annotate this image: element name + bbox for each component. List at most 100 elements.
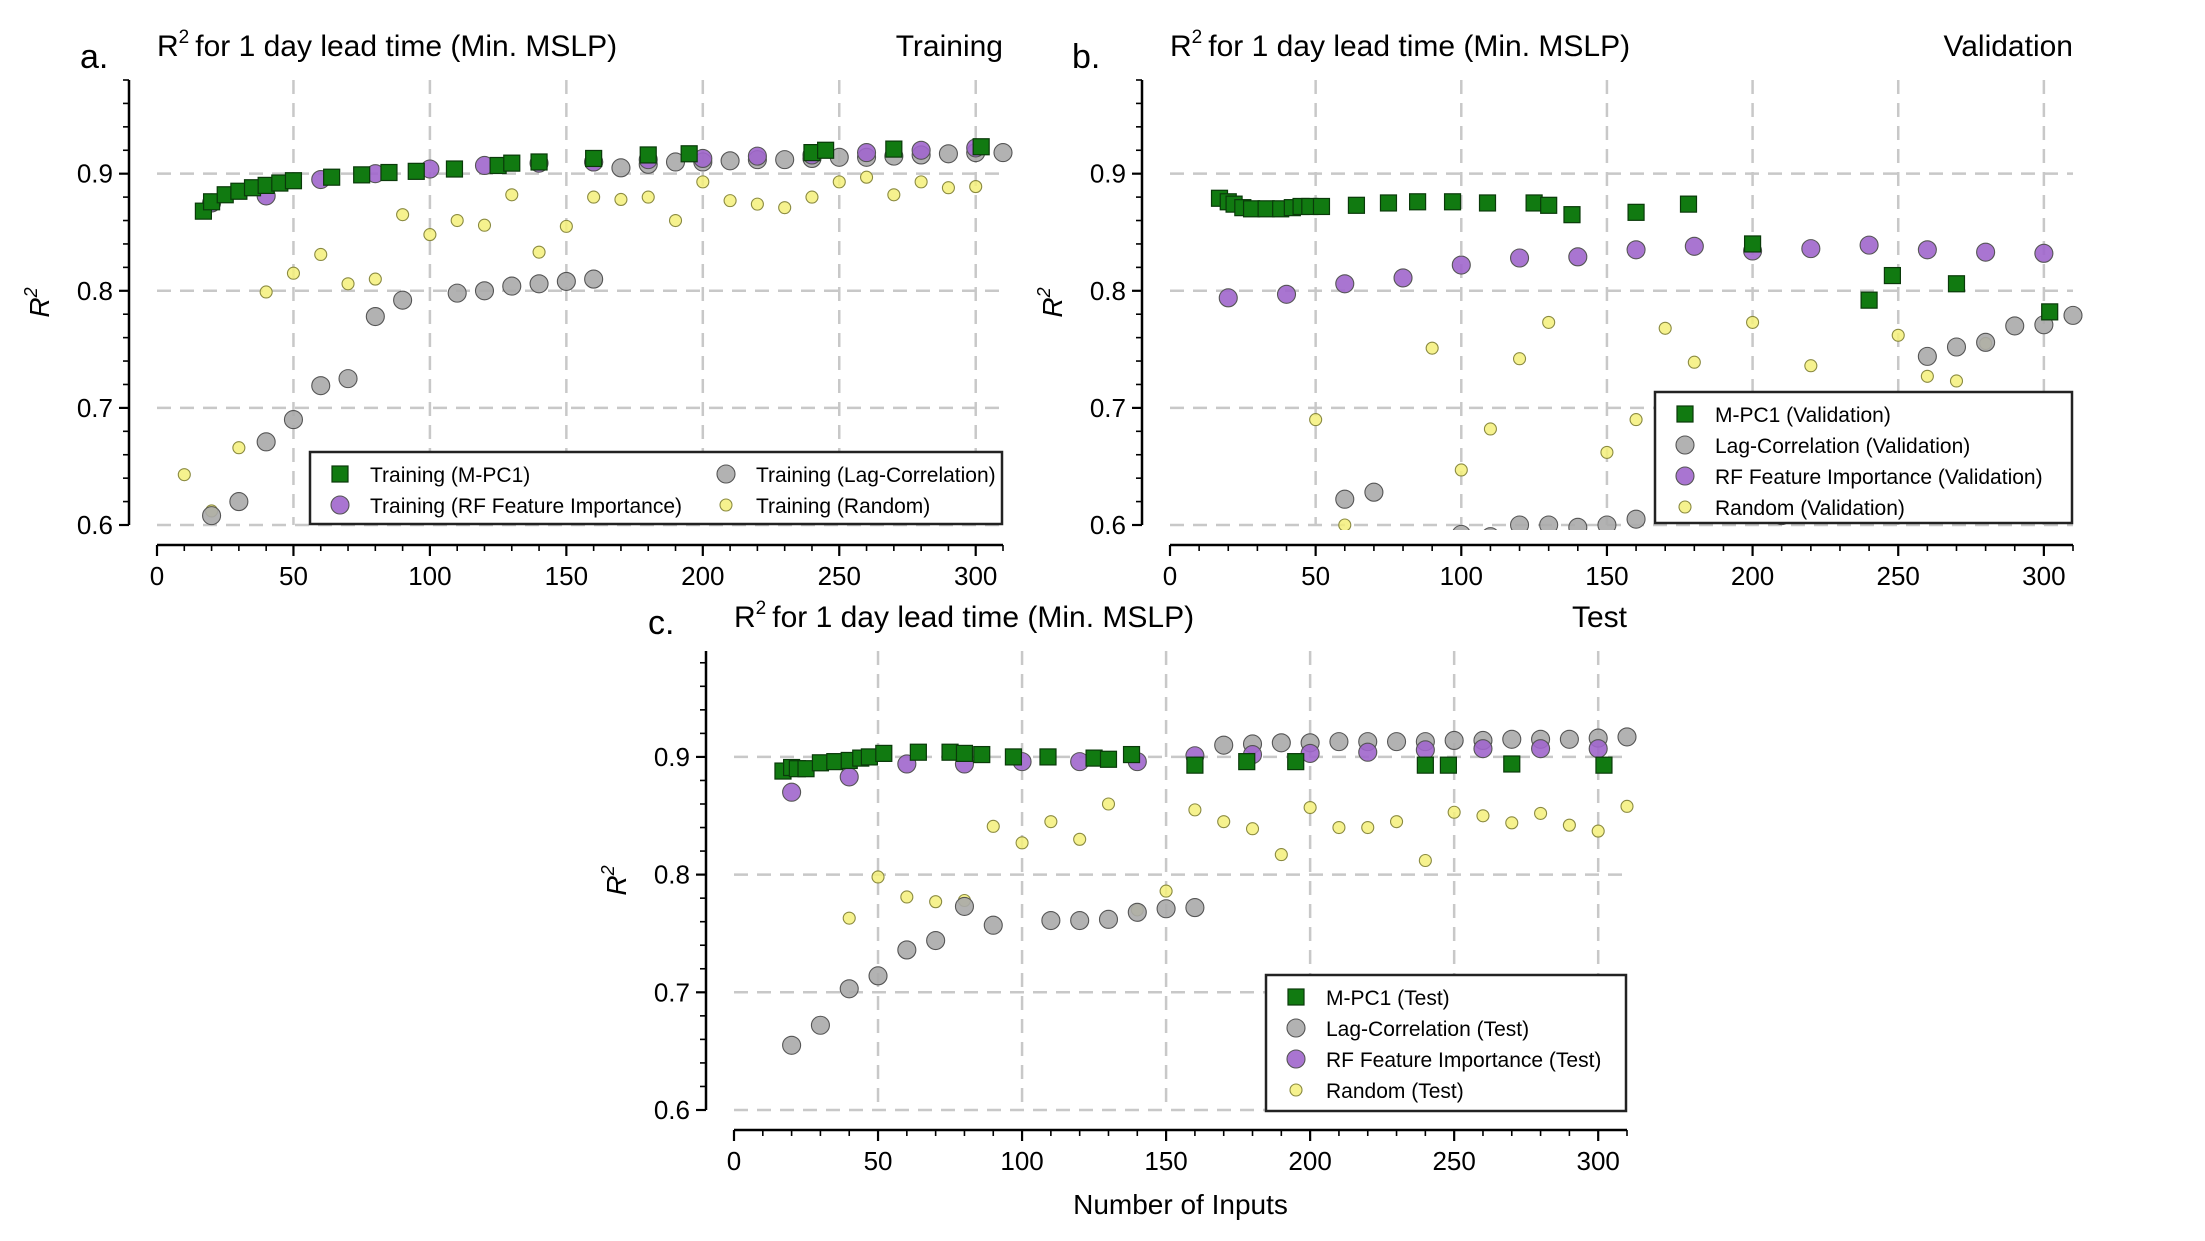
point-mpc1	[503, 154, 521, 172]
panel-letter: a.	[80, 38, 108, 76]
x-tick-label: 200	[681, 561, 724, 591]
point-mpc1	[1860, 291, 1878, 309]
point-lag	[1070, 910, 1090, 931]
point-lag	[338, 369, 358, 389]
point-random	[1562, 818, 1576, 832]
point-rf	[747, 146, 767, 166]
legend-item-rf: RF Feature Importance (Validation)	[1675, 466, 2043, 489]
point-random	[341, 277, 355, 291]
point-random	[859, 170, 874, 184]
point-random	[1073, 832, 1087, 846]
point-rf	[1473, 739, 1493, 759]
legend-item-random: Random (Test)	[1289, 1080, 1464, 1103]
legend-label: M-PC1 (Validation)	[1715, 404, 1891, 427]
legend-item-random: Random (Validation)	[1678, 497, 1905, 520]
legend-label: Training (M-PC1)	[370, 464, 530, 487]
point-random	[450, 213, 464, 228]
point-lag	[954, 896, 975, 916]
point-rf	[1358, 742, 1378, 762]
point-lag	[611, 158, 631, 178]
point-random	[1804, 359, 1818, 373]
point-mpc1	[1883, 266, 1902, 285]
legend-item-lag: Lag-Correlation (Validation)	[1675, 435, 1970, 458]
point-random	[1454, 463, 1468, 477]
point-lag	[926, 930, 946, 951]
point-lag	[311, 376, 331, 396]
point-rf	[2034, 243, 2054, 263]
x-tick-label: 50	[1301, 561, 1330, 591]
point-lag	[1617, 727, 1637, 747]
point-lag	[983, 915, 1003, 935]
point-lag	[283, 410, 304, 430]
point-mpc1	[1238, 753, 1256, 771]
panel-title-text: for 1 day lead time (Min. MSLP)	[1208, 30, 1630, 63]
point-mpc1	[1242, 200, 1261, 218]
point-random	[1476, 809, 1490, 823]
point-random	[1159, 884, 1173, 898]
series-random	[842, 797, 1634, 925]
point-random	[900, 890, 914, 904]
point-random	[314, 247, 328, 262]
point-random	[1274, 848, 1288, 862]
legend-label: Training (Lag-Correlation)	[756, 464, 996, 487]
point-lag	[897, 940, 917, 960]
point-random	[1891, 328, 1905, 342]
point-mpc1	[1039, 748, 1057, 766]
point-random	[1920, 369, 1934, 383]
panel-corner-label: Training	[896, 30, 1003, 63]
series-mpc1	[194, 138, 990, 220]
point-lag	[1568, 517, 1588, 530]
y-tick-label: 0.9	[77, 159, 113, 189]
y-tick-label: 0.8	[1090, 276, 1126, 306]
point-rf	[911, 140, 931, 160]
point-random	[1101, 797, 1116, 811]
point-lag	[993, 143, 1013, 163]
point-random	[368, 272, 382, 286]
point-rf	[839, 767, 859, 787]
y-tick-label: 0.9	[654, 742, 690, 772]
x-tick-label: 150	[545, 561, 588, 591]
point-mpc1	[1679, 195, 1698, 213]
point-rf	[1509, 248, 1530, 268]
point-mpc1	[1122, 745, 1141, 764]
legend-marker-random	[719, 498, 733, 512]
point-mpc1	[1627, 203, 1645, 221]
point-mpc1	[380, 163, 398, 182]
point-mpc1	[585, 149, 603, 168]
legend-item-lag: Lag-Correlation (Test)	[1286, 1018, 1529, 1041]
legend: M-PC1 (Test) Lag-Correlation (Test) RF Fea…	[1264, 973, 1628, 1113]
legend-item-mpc1: Training (M-PC1)	[331, 464, 530, 487]
point-lag	[1335, 489, 1355, 509]
point-mpc1	[1312, 197, 1331, 216]
point-mpc1	[1186, 756, 1204, 774]
point-lag	[1185, 898, 1205, 918]
point-lag	[2005, 316, 2025, 336]
panel-title-sup: 2	[756, 598, 767, 619]
data-points	[774, 727, 1637, 1055]
point-lag	[1510, 515, 1530, 530]
x-tick-label: 100	[408, 561, 451, 591]
legend-box	[308, 450, 1004, 526]
point-random	[1658, 321, 1672, 335]
panel-title: R2 for 1 day lead time (Min. MSLP)	[1170, 27, 1630, 63]
x-tick-label: 150	[1144, 1146, 1187, 1176]
point-lag	[1041, 910, 1061, 931]
legend-label: Random (Validation)	[1715, 497, 1905, 520]
point-mpc1	[909, 743, 927, 761]
point-random	[1389, 815, 1404, 829]
point-lag	[1483, 527, 1498, 530]
point-rf	[1859, 235, 1879, 255]
legend-label: RF Feature Importance (Test)	[1326, 1049, 1601, 1072]
point-mpc1	[2041, 303, 2059, 321]
point-lag	[1502, 729, 1522, 749]
point-lag	[720, 151, 740, 171]
point-random	[1447, 805, 1461, 819]
point-mpc1	[1743, 235, 1762, 253]
y-tick-label: 0.6	[654, 1095, 690, 1125]
legend-item-rf: RF Feature Importance (Test)	[1286, 1049, 1601, 1072]
point-rf	[1801, 239, 1821, 259]
point-mpc1	[1408, 193, 1427, 211]
y-axis-label-sup: 2	[598, 865, 618, 876]
point-lag	[556, 271, 576, 291]
point-random	[1338, 518, 1352, 530]
